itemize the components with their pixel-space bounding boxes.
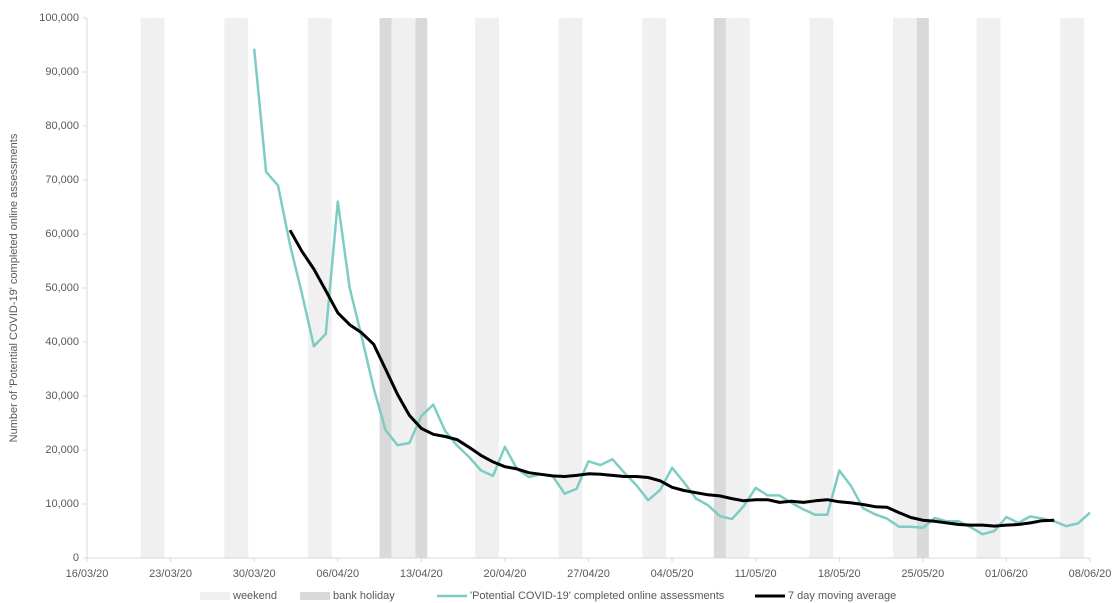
band — [307, 18, 320, 558]
band — [892, 18, 905, 558]
y-tick-label: 10,000 — [45, 498, 79, 510]
x-tick-label: 16/03/20 — [66, 568, 109, 580]
legend-label: 7 day moving average — [788, 590, 896, 602]
band — [642, 18, 655, 558]
band — [558, 18, 571, 558]
band — [391, 18, 404, 558]
x-tick-label: 13/04/20 — [400, 568, 443, 580]
y-tick-label: 40,000 — [45, 336, 79, 348]
band — [976, 18, 989, 558]
band — [916, 18, 929, 558]
x-tick-label: 01/06/20 — [985, 568, 1028, 580]
x-tick-label: 25/05/20 — [901, 568, 944, 580]
y-tick-label: 80,000 — [45, 120, 79, 132]
y-tick-label: 20,000 — [45, 444, 79, 456]
series-line — [288, 229, 1055, 528]
x-tick-label: 06/04/20 — [316, 568, 359, 580]
band — [152, 18, 165, 558]
band — [725, 18, 738, 558]
y-tick-label: 50,000 — [45, 282, 79, 294]
band — [809, 18, 822, 558]
legend-swatch — [200, 592, 230, 600]
y-tick-label: 90,000 — [45, 66, 79, 78]
x-tick-label: 20/04/20 — [484, 568, 527, 580]
band — [236, 18, 249, 558]
band — [415, 18, 428, 558]
band — [487, 18, 499, 558]
band — [904, 18, 917, 558]
y-axis-label: Number of 'Potential COVID-19' completed… — [8, 133, 20, 442]
x-tick-label: 30/03/20 — [233, 568, 276, 580]
band — [570, 18, 583, 558]
series-line — [252, 48, 1091, 536]
legend-label: 'Potential COVID-19' completed online as… — [470, 590, 725, 602]
x-tick-label: 18/05/20 — [818, 568, 861, 580]
y-tick-label: 30,000 — [45, 390, 79, 402]
band — [713, 18, 726, 558]
band — [1072, 18, 1085, 558]
legend-swatch — [300, 592, 330, 600]
y-tick-label: 60,000 — [45, 228, 79, 240]
x-tick-label: 04/05/20 — [651, 568, 694, 580]
y-tick-label: 70,000 — [45, 174, 79, 186]
y-tick-label: 100,000 — [39, 12, 79, 24]
y-tick-label: 0 — [73, 552, 79, 564]
legend-label: bank holiday — [333, 590, 395, 602]
band — [140, 18, 153, 558]
x-tick-label: 27/04/20 — [567, 568, 610, 580]
band — [224, 18, 237, 558]
band — [737, 18, 750, 558]
band — [379, 18, 392, 558]
band — [988, 18, 1001, 558]
band — [821, 18, 834, 558]
x-tick-label: 23/03/20 — [149, 568, 192, 580]
x-tick-label: 11/05/20 — [735, 568, 777, 580]
band — [1060, 18, 1073, 558]
band — [475, 18, 488, 558]
legend-label: weekend — [232, 590, 277, 602]
band — [403, 18, 416, 558]
band — [654, 18, 667, 558]
x-tick-label: 08/06/20 — [1069, 568, 1112, 580]
